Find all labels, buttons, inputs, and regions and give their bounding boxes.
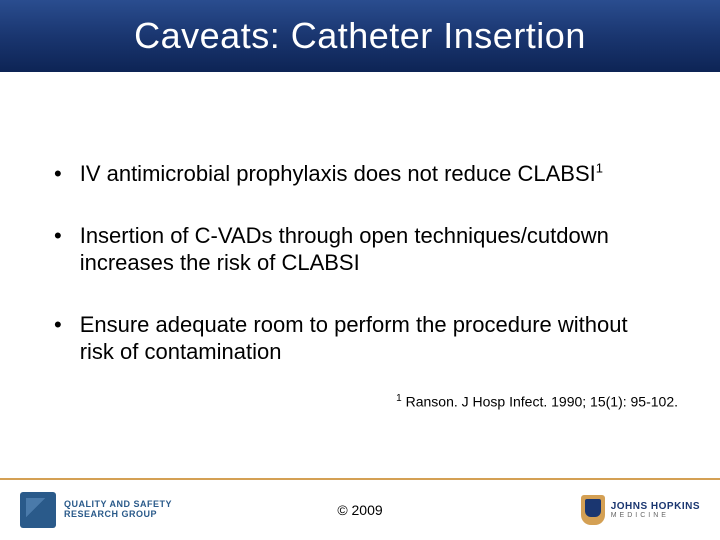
bullet-content: Insertion of C-VADs through open techniq… xyxy=(80,223,609,276)
title-bar: Caveats: Catheter Insertion xyxy=(0,0,720,72)
hopkins-sub: MEDICINE xyxy=(611,512,700,519)
logo-right-text: JOHNS HOPKINS MEDICINE xyxy=(611,502,700,519)
bullet-text: IV antimicrobial prophylaxis does not re… xyxy=(80,160,666,188)
bullet-text: Insertion of C-VADs through open techniq… xyxy=(80,222,666,277)
hopkins-name: JOHNS HOPKINS xyxy=(611,502,700,512)
logo-left-text: QUALITY AND SAFETY RESEARCH GROUP xyxy=(64,500,172,520)
bullet-content: IV antimicrobial prophylaxis does not re… xyxy=(80,161,596,186)
bullet-item: • IV antimicrobial prophylaxis does not … xyxy=(54,160,666,188)
bullet-text: Ensure adequate room to perform the proc… xyxy=(80,311,666,366)
bullet-marker: • xyxy=(54,222,62,277)
bullet-content: Ensure adequate room to perform the proc… xyxy=(80,312,628,365)
bullet-marker: • xyxy=(54,311,62,366)
bullet-marker: • xyxy=(54,160,62,188)
superscript: 1 xyxy=(596,161,603,176)
slide-title: Caveats: Catheter Insertion xyxy=(134,15,586,57)
content-area: • IV antimicrobial prophylaxis does not … xyxy=(0,72,720,366)
reference-citation: 1 Ranson. J Hosp Infect. 1990; 15(1): 95… xyxy=(396,393,678,410)
reference-text: Ranson. J Hosp Infect. 1990; 15(1): 95-1… xyxy=(402,394,678,410)
copyright-text: © 2009 xyxy=(337,502,382,518)
bullet-item: • Insertion of C-VADs through open techn… xyxy=(54,222,666,277)
bullet-item: • Ensure adequate room to perform the pr… xyxy=(54,311,666,366)
footer: QUALITY AND SAFETY RESEARCH GROUP © 2009… xyxy=(0,478,720,540)
logo-line2: RESEARCH GROUP xyxy=(64,510,172,520)
logo-mark-icon xyxy=(20,492,56,528)
johns-hopkins-logo: JOHNS HOPKINS MEDICINE xyxy=(581,495,700,525)
quality-safety-logo: QUALITY AND SAFETY RESEARCH GROUP xyxy=(20,492,172,528)
shield-icon xyxy=(581,495,605,525)
